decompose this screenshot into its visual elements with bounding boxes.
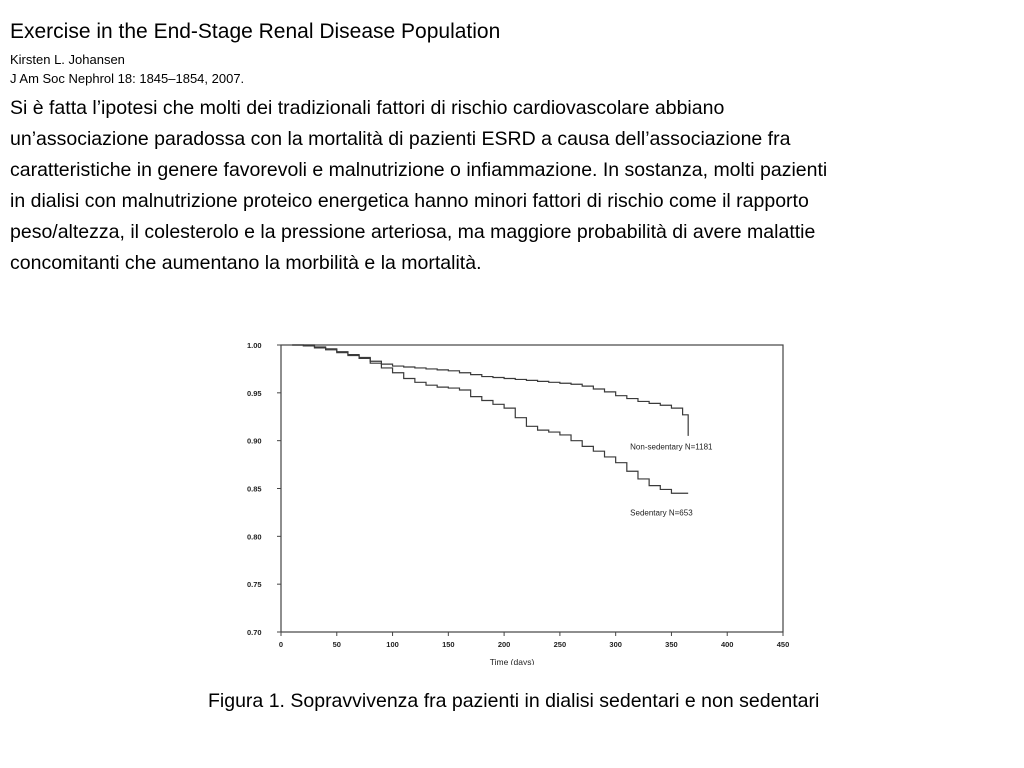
plot-frame (280, 344, 784, 633)
y-tick-label: 0.75 (247, 580, 262, 589)
label-non-sedentary: Non-sedentary N=1181 (630, 442, 713, 451)
x-tick-label: 200 (498, 640, 511, 649)
citation-line: J Am Soc Nephrol 18: 1845–1854, 2007. (10, 71, 245, 86)
body-paragraph: Si è fatta l’ipotesi che molti dei tradi… (10, 93, 1018, 279)
x-tick-label: 50 (333, 640, 341, 649)
axes: 0.70 0.75 0.80 0.85 0.90 0.95 1.00 0 50 100 150 200… (247, 341, 789, 665)
x-tick-label: 100 (386, 640, 399, 649)
y-tick-label: 1.00 (247, 341, 262, 350)
x-tick-label: 400 (721, 640, 734, 649)
x-tick-label: 0 (279, 640, 283, 649)
x-tick-label: 300 (609, 640, 622, 649)
series-line-sedentary (292, 344, 689, 494)
y-tick-label: 0.95 (247, 389, 262, 398)
author-line: Kirsten L. Johansen (10, 52, 125, 67)
survival-chart: 0.70 0.75 0.80 0.85 0.90 0.95 1.00 0 50 100 150 200… (245, 340, 790, 665)
y-tick-label: 0.80 (247, 532, 262, 541)
series-lines (292, 344, 689, 494)
body-line: caratteristiche in genere favorevoli e m… (10, 159, 828, 181)
y-tick-label: 0.85 (247, 485, 262, 494)
y-tick-label: 0.90 (247, 437, 262, 446)
x-tick-label: 150 (442, 640, 455, 649)
x-axis-title: Time (days) (490, 657, 535, 665)
body-line: Si è fatta l’ipotesi che molti dei tradi… (10, 97, 725, 119)
body-line: in dialisi con malnutrizione proteico en… (10, 190, 809, 212)
label-sedentary: Sedentary N=653 (630, 508, 693, 517)
annotations: Non-sedentary N=1181 Sedentary N=653 (630, 442, 713, 517)
series-line-non-sedentary (292, 344, 689, 436)
body-line: un’associazione paradossa con la mortali… (10, 128, 791, 150)
x-tick-label: 250 (554, 640, 567, 649)
body-line: peso/altezza, il colesterolo e la pressi… (10, 221, 816, 243)
survival-chart-svg: 0.70 0.75 0.80 0.85 0.90 0.95 1.00 0 50 100 150 200… (247, 341, 789, 665)
slide-title: Exercise in the End-Stage Renal Disease … (10, 20, 501, 43)
figure-caption: Figura 1. Sopravvivenza fra pazienti in … (208, 690, 820, 712)
x-tick-label: 450 (777, 640, 790, 649)
x-tick-label: 350 (665, 640, 678, 649)
body-line: concomitanti che aumentano la morbilità … (10, 252, 482, 274)
y-tick-label: 0.70 (247, 628, 262, 637)
